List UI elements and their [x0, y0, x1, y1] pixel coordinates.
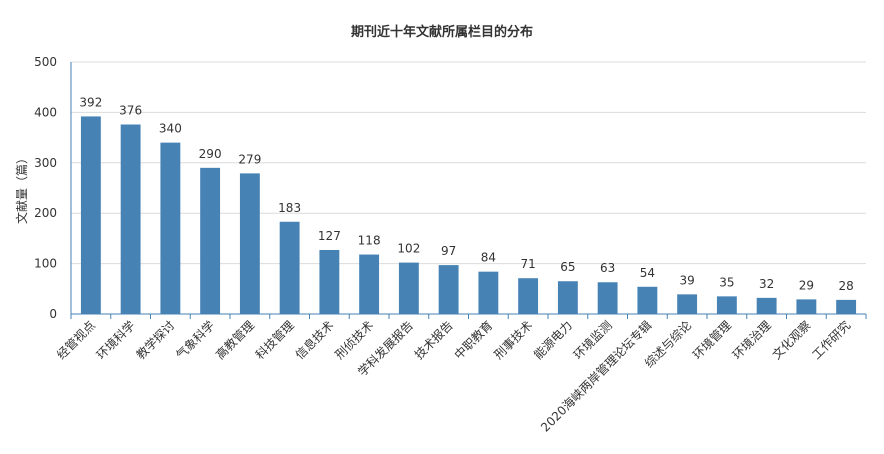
y-tick-label: 100 — [34, 257, 57, 271]
bar — [677, 294, 698, 314]
data-label: 65 — [560, 260, 575, 274]
bar — [319, 249, 340, 314]
data-label: 340 — [159, 122, 182, 136]
category-labels: 经管视点环境科学教学探讨气象科学高教管理科技管理信息技术刑侦技术学科发展报告技术… — [53, 318, 853, 435]
data-label: 63 — [600, 261, 615, 275]
y-tick-label: 300 — [34, 156, 57, 170]
data-label: 183 — [278, 201, 301, 215]
bar — [716, 296, 737, 314]
category-label: 能源电力 — [531, 318, 575, 362]
bar — [438, 265, 459, 314]
data-label: 28 — [838, 279, 853, 293]
data-label: 102 — [397, 242, 420, 256]
bar — [239, 173, 260, 314]
y-tick-label: 0 — [49, 307, 57, 321]
category-label: 技术报告 — [411, 318, 456, 363]
data-label: 29 — [799, 278, 814, 292]
data-label: 32 — [759, 277, 774, 291]
data-label: 84 — [481, 251, 496, 265]
data-label: 118 — [358, 234, 381, 248]
bars — [80, 116, 857, 314]
grid-lines — [71, 61, 866, 265]
data-label: 35 — [719, 275, 734, 289]
data-label: 97 — [441, 244, 456, 258]
bar — [597, 282, 618, 314]
bar — [80, 116, 101, 314]
y-axis: 0 100 200 300 400 500 — [34, 55, 72, 321]
data-label: 39 — [679, 273, 694, 287]
bar — [279, 221, 300, 314]
data-label: 376 — [119, 103, 142, 117]
y-axis-label: 文献量（篇） — [14, 152, 29, 224]
data-labels: 392 376 340 290 279 183 127 118 102 97 84 71 65 63 54 3… — [79, 95, 853, 292]
data-label: 71 — [520, 257, 535, 271]
category-label: 环境管理 — [689, 318, 734, 363]
category-label: 科技管理 — [252, 318, 297, 363]
bar — [160, 142, 181, 314]
bar — [120, 124, 141, 314]
bar — [836, 299, 857, 314]
x-axis — [70, 313, 867, 319]
category-label: 环境科学 — [93, 318, 138, 363]
category-label: 文化观察 — [769, 318, 814, 363]
category-label: 信息技术 — [292, 318, 337, 363]
bar — [557, 281, 578, 314]
y-tick-label: 200 — [34, 206, 57, 220]
category-label: 工作研究 — [809, 318, 854, 363]
bar — [518, 278, 539, 314]
bar — [478, 271, 499, 314]
category-label: 教学探讨 — [133, 318, 178, 363]
data-label: 279 — [238, 152, 261, 166]
category-label: 经管视点 — [53, 318, 98, 363]
y-tick-label: 400 — [34, 105, 57, 119]
data-label: 127 — [318, 229, 341, 243]
bar — [359, 254, 380, 314]
category-label: 环境治理 — [729, 318, 774, 363]
data-label: 392 — [79, 95, 102, 109]
chart-title: 期刊近十年文献所属栏目的分布 — [351, 24, 533, 40]
category-label: 中职教育 — [451, 318, 496, 363]
y-tick-label: 500 — [34, 55, 57, 69]
category-label: 刑事技术 — [491, 318, 535, 362]
bar — [398, 262, 419, 314]
data-label: 290 — [199, 147, 222, 161]
category-label: 高教管理 — [212, 318, 257, 363]
category-label: 气象科学 — [173, 318, 218, 363]
bar — [637, 286, 658, 314]
data-label: 54 — [640, 266, 655, 280]
bar — [200, 167, 221, 314]
bar — [796, 299, 817, 314]
bar — [756, 297, 777, 314]
